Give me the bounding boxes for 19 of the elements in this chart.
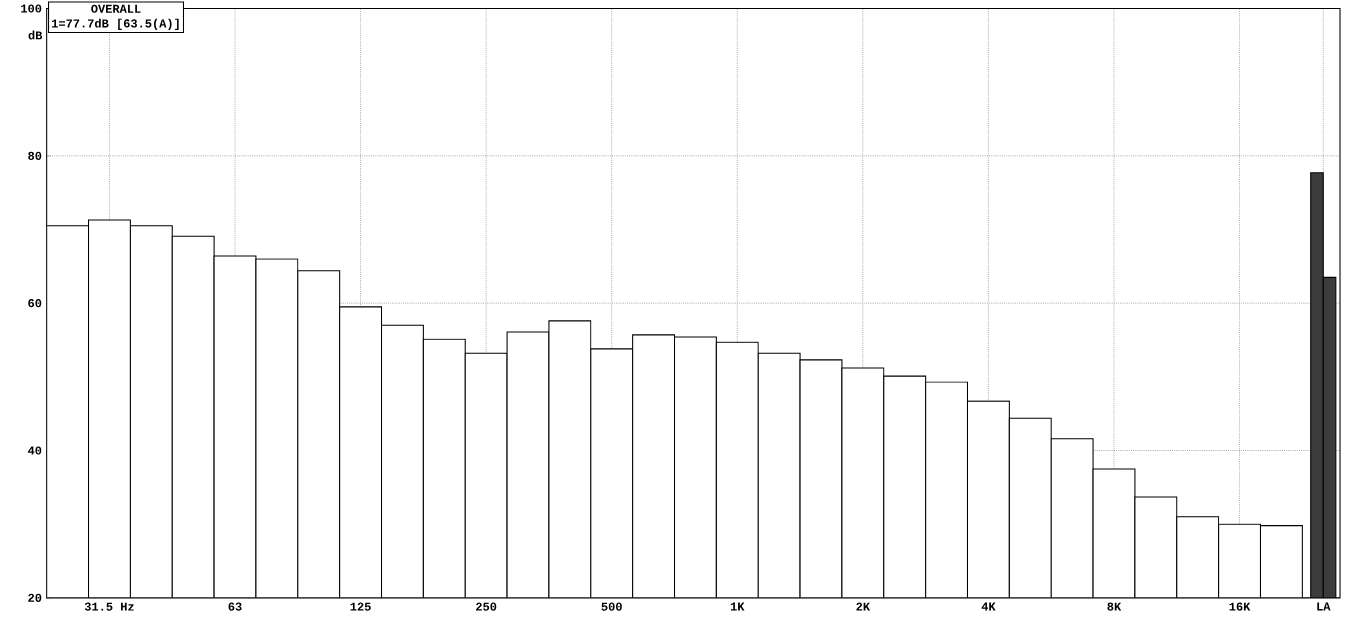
y-tick-label: 40	[27, 446, 42, 455]
annotation: 1=77.7dB [63.5(A)]	[52, 18, 179, 30]
x-tick-label: 8K	[1107, 602, 1122, 611]
x-tick-label: 125	[350, 602, 371, 611]
x-tick-label: LA	[1317, 602, 1331, 611]
x-tick-label: 500	[601, 602, 622, 611]
y-axis-title: dB	[28, 30, 43, 40]
x-tick-label: 2K	[856, 602, 871, 611]
y-tick-label: 100	[21, 4, 42, 13]
annotation: OVERALL	[91, 4, 141, 13]
x-tick-label: 63	[228, 602, 242, 611]
y-tick-label: 60	[28, 299, 42, 308]
x-tick-label: 4K	[981, 602, 996, 611]
x-tick-label: 31.5 Hz	[84, 602, 134, 611]
x-tick-label: 16K	[1229, 602, 1251, 611]
x-tick-label: 1K	[730, 602, 745, 611]
y-tick-label: 20	[28, 593, 42, 602]
x-tick-label: 250	[476, 602, 497, 611]
y-tick-label: 80	[28, 151, 42, 161]
